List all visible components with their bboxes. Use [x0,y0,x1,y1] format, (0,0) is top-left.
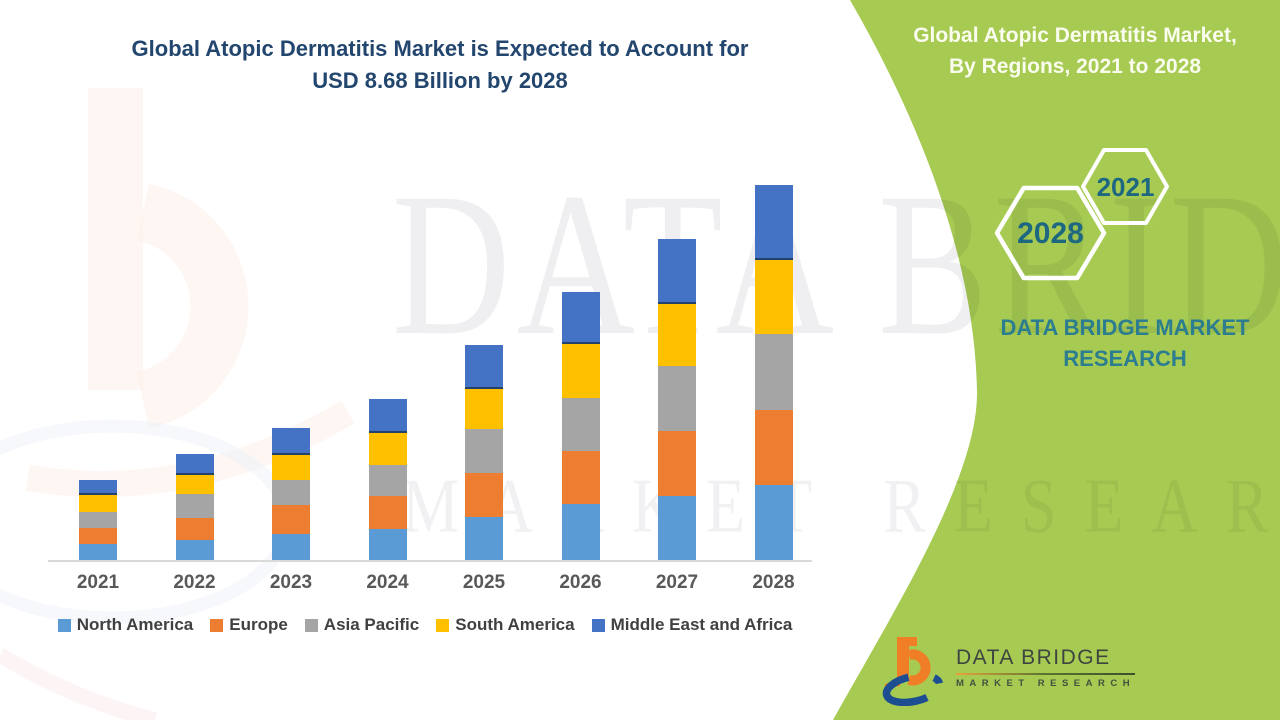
bar-2025 [465,345,503,560]
bar-segment-middle-east-and-africa [368,398,407,433]
chart-title: Global Atopic Dermatitis Market is Expec… [60,33,820,97]
legend-label: Middle East and Africa [610,615,793,634]
year-badge-2028: 2028 [1017,217,1084,250]
bar-segment-europe [175,518,214,541]
legend-item-asia-pacific: Asia Pacific [304,615,420,635]
bar-segment-south-america [658,303,696,367]
bar-2021 [79,480,117,560]
bar-segment-south-america [175,474,214,494]
legend-item-north-america: North America [57,615,194,635]
legend-swatch-icon [57,618,71,632]
bar-2027 [658,239,696,560]
bar-2022 [175,453,214,560]
bar-segment-north-america [465,516,503,560]
hexagon-2028-icon [994,185,1107,281]
bar-2023 [272,427,310,560]
brand-text-line2: RESEARCH [1063,346,1187,371]
x-axis-baseline [48,560,812,562]
bar-segment-south-america [272,455,310,480]
bar-segment-middle-east-and-africa [658,239,696,304]
bar-segment-middle-east-and-africa [175,453,214,475]
x-axis-label-2022: 2022 [173,572,216,593]
bar-segment-europe [79,528,117,544]
bar-segment-middle-east-and-africa [79,480,117,496]
dbmr-logo-subtitle: MARKET RESEARCH [956,678,1136,689]
bar-segment-europe [465,473,503,517]
legend-label: South America [455,615,575,634]
chart-title-line1: Global Atopic Dermatitis Market is Expec… [131,36,749,61]
bar-segment-europe [368,496,407,529]
bar-segment-south-america [754,259,793,334]
legend-label: Asia Pacific [323,615,420,634]
hexagon-badges: 2028 2021 [994,148,1169,281]
bar-segment-europe [658,431,696,497]
bar-segment-europe [754,409,793,485]
bar-segment-north-america [272,534,310,560]
bar-segment-middle-east-and-africa [754,185,793,260]
brand-text-line1: DATA BRIDGE MARKET [1000,315,1250,340]
bar-segment-south-america [465,388,503,430]
side-panel-title: Global Atopic Dermatitis Market, By Regi… [880,20,1270,82]
bar-segment-asia-pacific [79,512,117,528]
x-axis-label-2023: 2023 [269,572,313,593]
bar-segment-middle-east-and-africa [272,427,310,455]
legend: North America Europe Asia Pacific South Ame… [30,615,820,635]
bar-segment-north-america [368,528,407,560]
dbmr-logo-rule [956,673,1136,675]
bar-segment-north-america [754,484,793,560]
bar-segment-south-america [368,432,407,465]
legend-label: Europe [229,615,288,634]
x-axis-label-2021: 2021 [76,572,120,593]
legend-swatch-icon [591,618,605,632]
green-panel-path [833,0,1280,720]
bar-2028 [754,185,793,560]
side-panel-title-line2: By Regions, 2021 to 2028 [948,55,1202,78]
hexagon-2021-icon [1081,148,1169,225]
bar-segment-asia-pacific [272,479,310,506]
bar-segment-south-america [561,344,600,398]
legend-swatch-icon [210,618,224,632]
bar-segment-north-america [175,540,214,560]
x-axis-label-2028: 2028 [752,572,795,593]
bar-segment-asia-pacific [175,493,214,519]
bar-segment-north-america [658,496,696,560]
bar-segment-asia-pacific [658,366,696,432]
legend-item-europe: Europe [210,615,288,635]
x-axis-label-2026: 2026 [559,572,602,593]
bar-segment-north-america [79,543,117,560]
bar-segment-asia-pacific [465,429,503,474]
dbmr-logo-icon [882,637,944,706]
legend-swatch-icon [436,618,450,632]
x-axis-label-2024: 2024 [366,572,409,593]
bar-segment-europe [272,505,310,535]
legend-swatch-icon [304,618,318,632]
bar-segment-middle-east-and-africa [465,345,503,389]
side-panel-title-line1: Global Atopic Dermatitis Market, [913,24,1237,47]
x-axis-label-2025: 2025 [462,572,506,593]
year-badge-2021: 2021 [1097,172,1155,202]
bar-segment-south-america [79,495,117,513]
brand-text: DATA BRIDGE MARKET RESEARCH [960,312,1280,374]
dbmr-logo-name: DATA BRIDGE [956,646,1111,669]
bar-segment-middle-east-and-africa [561,291,600,345]
legend-label: North America [76,615,194,634]
bar-segment-north-america [561,503,600,560]
bar-2024 [368,398,407,560]
x-axis-label-2027: 2027 [655,572,699,593]
legend-item-middle-east-and-africa: Middle East and Africa [591,615,793,635]
bar-2026 [561,291,600,560]
bar-segment-asia-pacific [561,397,600,452]
dbmr-logo-text: DATA BRIDGE MARKET RESEARCH [956,634,1136,689]
chart-title-line2: USD 8.68 Billion by 2028 [312,68,568,93]
dbmr-logo: DATA BRIDGE MARKET RESEARCH [882,634,1136,706]
bar-segment-europe [561,451,600,504]
bar-segment-asia-pacific [368,464,407,497]
bar-segment-asia-pacific [754,333,793,410]
legend-item-south-america: South America [436,615,575,635]
